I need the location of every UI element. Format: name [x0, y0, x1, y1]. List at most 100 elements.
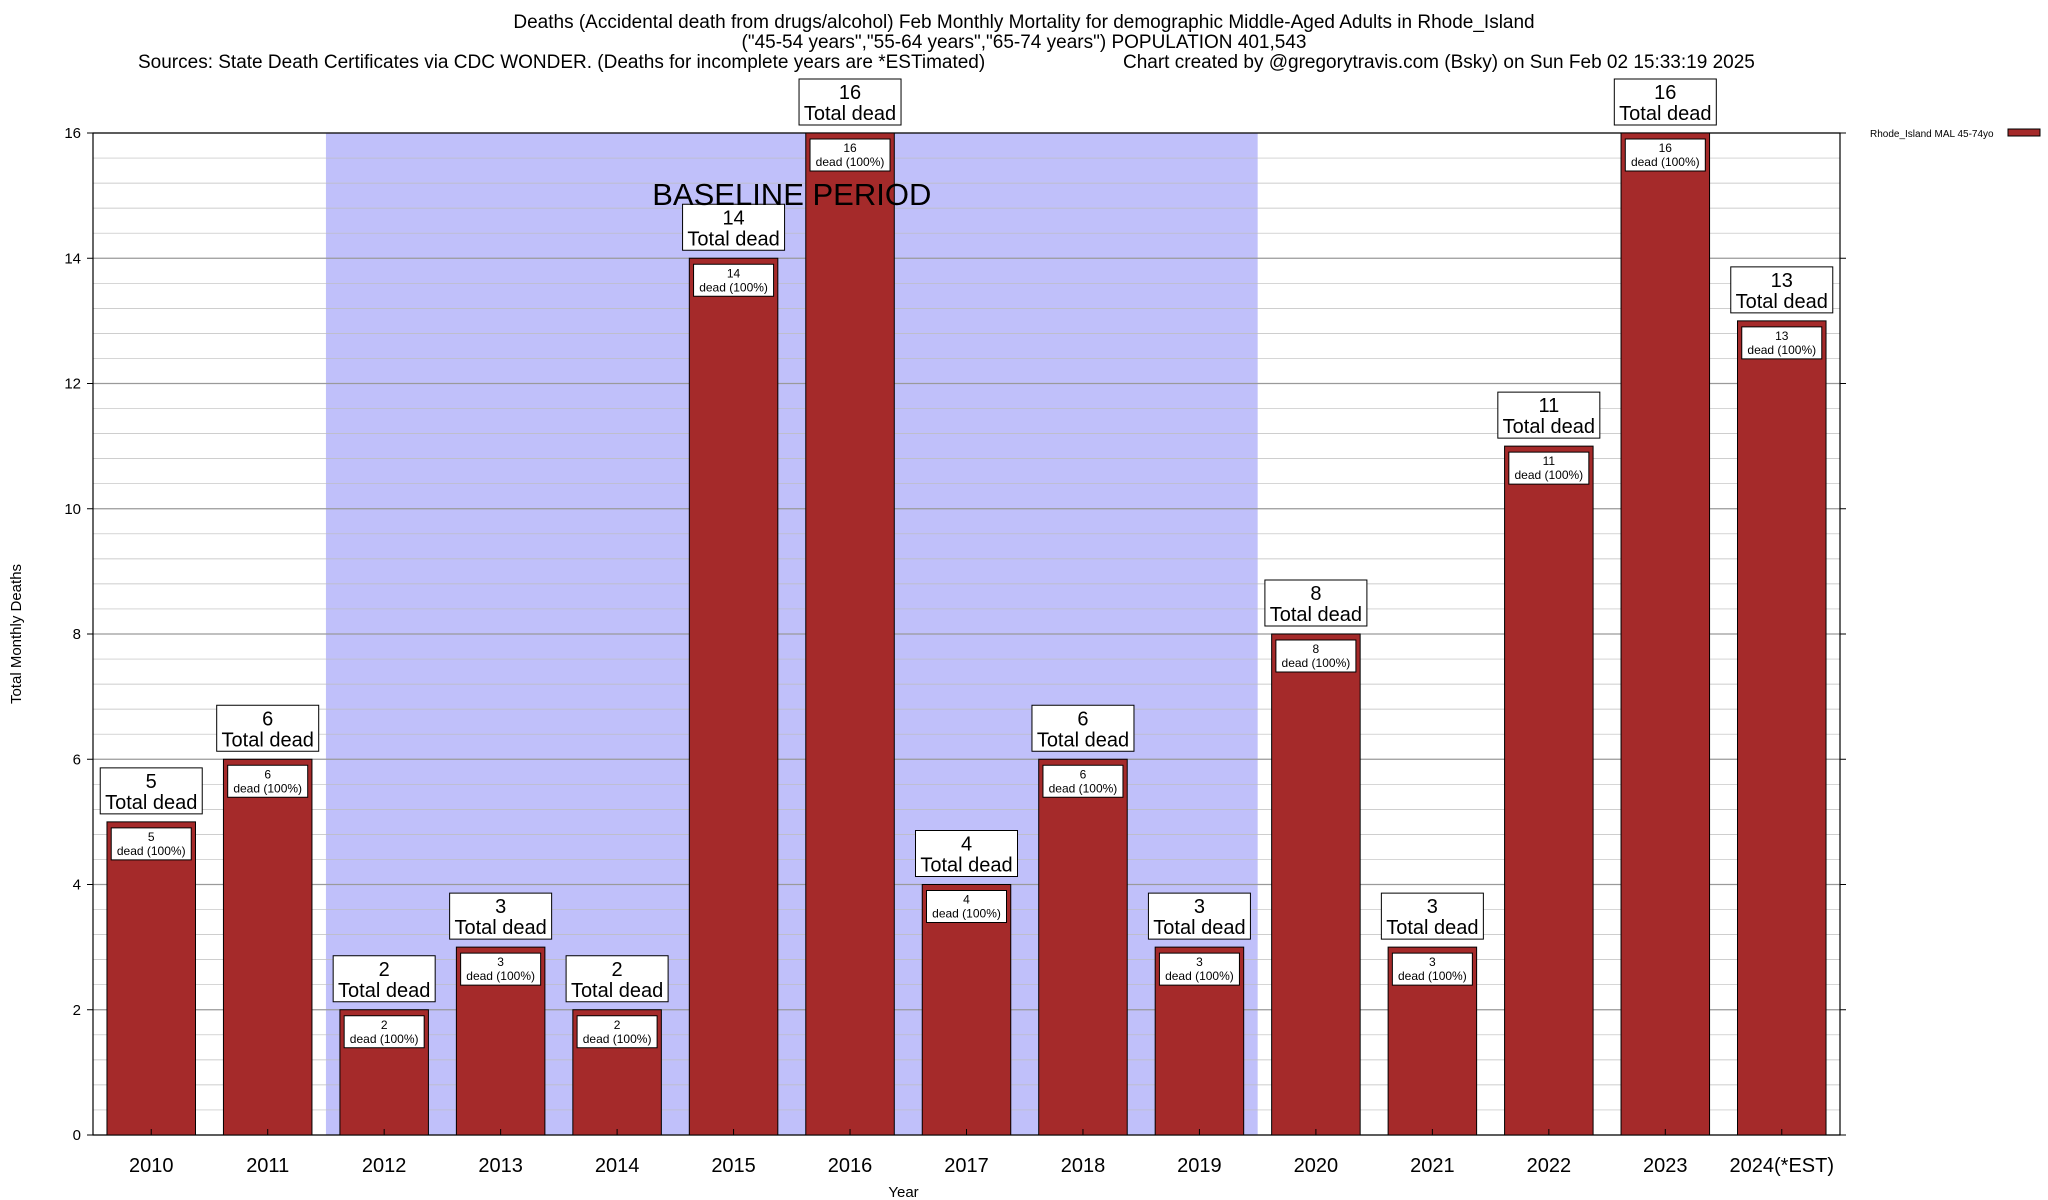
bar-inner-label-box [227, 764, 309, 798]
bar-inner-label: dead (100%) [1165, 969, 1234, 983]
bar-total-label: Total dead [105, 792, 197, 814]
bar-total-label-box [798, 78, 902, 126]
bar-inner-label: dead (100%) [117, 844, 186, 858]
bar-inner-label: dead (100%) [350, 1032, 419, 1046]
bar-total-label-box [216, 704, 320, 752]
y-tick-label: 2 [73, 1002, 81, 1019]
x-tick-label: 2015 [711, 1155, 756, 1177]
x-tick-label: 2013 [478, 1155, 523, 1177]
bar-total-label-box [565, 955, 669, 1003]
bar-total-value: 6 [262, 708, 273, 730]
bar-inner-label: dead (100%) [1049, 781, 1118, 795]
bar-total-value: 5 [146, 771, 157, 793]
bar-total-label: Total dead [222, 729, 314, 751]
bar-inner-label-box [343, 1015, 425, 1049]
bar [1620, 132, 1711, 1136]
y-tick-label: 14 [64, 250, 81, 267]
bar [222, 758, 313, 1136]
x-tick-label: 2024(*EST) [1730, 1155, 1835, 1177]
bar-total-label-box [1380, 892, 1484, 940]
bar-inner-label: dead (100%) [466, 969, 535, 983]
bar-inner-label-box [110, 827, 192, 861]
bar-inner-value: 2 [381, 1018, 388, 1032]
bar-total-label: Total dead [1037, 729, 1129, 751]
bar-total-label-box [449, 892, 553, 940]
bar-total-label: Total dead [1619, 103, 1711, 125]
bar-inner-label-box [693, 263, 775, 297]
bar-inner-label: dead (100%) [1398, 969, 1467, 983]
x-tick-label: 2012 [362, 1155, 407, 1177]
bar-inner-label-box [1624, 138, 1706, 172]
bar [1038, 758, 1128, 1136]
bar-total-label-box [99, 767, 203, 815]
y-tick-label: 16 [64, 125, 81, 142]
bar-inner-label-box [1275, 639, 1357, 673]
bar-inner-value: 11 [1543, 454, 1556, 468]
bar-inner-label-box [1158, 952, 1240, 986]
bar-inner-label: dead (100%) [1282, 656, 1351, 670]
chart-sources: Sources: State Death Certificates via CD… [138, 52, 986, 73]
bar [921, 884, 1012, 1136]
bar-inner-label: dead (100%) [932, 907, 1001, 921]
bar-total-label-box [1031, 704, 1135, 752]
bar-inner-label: dead (100%) [699, 280, 768, 294]
bar-total-label-box [915, 830, 1018, 877]
bar-total-label-box [1613, 78, 1717, 126]
bar-inner-label: dead (100%) [233, 781, 302, 795]
bar-total-value: 8 [1310, 583, 1321, 605]
y-tick-label: 6 [73, 751, 81, 768]
x-tick-label: 2017 [944, 1155, 989, 1177]
x-tick-label: 2016 [828, 1155, 873, 1177]
bar-total-label: Total dead [804, 103, 896, 125]
bar-inner-value: 6 [1080, 767, 1087, 781]
bar-inner-value: 4 [963, 893, 970, 907]
bar-inner-label: dead (100%) [583, 1032, 652, 1046]
bar-total-label-box [1497, 391, 1601, 439]
bar-inner-value: 3 [1196, 955, 1203, 969]
bar-total-value: 6 [1077, 708, 1088, 730]
bar-total-value: 14 [722, 207, 744, 229]
bar [106, 821, 196, 1136]
bar-total-label: Total dead [571, 980, 663, 1002]
bar-total-value: 2 [379, 959, 390, 981]
bar-inner-label-box [926, 890, 1007, 923]
bar-inner-label-box [1042, 764, 1124, 798]
chart-credit: Chart created by @gregorytravis.com (Bsk… [1123, 52, 1755, 73]
y-axis-label: Total Monthly Deaths [8, 564, 25, 704]
bar-total-label-box [1147, 892, 1251, 940]
bar-total-value: 11 [1538, 395, 1559, 417]
bar [1737, 320, 1827, 1136]
chart-title: Deaths (Accidental death from drugs/alco… [513, 12, 1535, 33]
bar-inner-label-box [1391, 952, 1473, 986]
bar-total-value: 2 [612, 959, 623, 981]
bar-inner-value: 16 [1659, 141, 1673, 155]
x-tick-label: 2014 [595, 1155, 640, 1177]
bar-inner-label: dead (100%) [1747, 343, 1816, 357]
x-tick-label: 2021 [1410, 1155, 1455, 1177]
x-tick-label: 2018 [1061, 1155, 1106, 1177]
legend-label: Rhode_Island MAL 45-74yo [1870, 129, 1994, 140]
bar-total-label-box [682, 203, 786, 251]
bar [688, 257, 779, 1136]
bar-inner-value: 14 [727, 266, 741, 280]
y-tick-label: 10 [64, 501, 81, 518]
bar-total-value: 16 [839, 82, 861, 104]
bar-inner-label: dead (100%) [816, 155, 885, 169]
bar-inner-value: 5 [148, 830, 155, 844]
bar-inner-value: 3 [1429, 955, 1436, 969]
y-tick-label: 8 [73, 626, 81, 643]
bar-inner-value: 3 [497, 955, 504, 969]
bar-total-label: Total dead [687, 228, 779, 250]
y-tick-label: 12 [64, 376, 81, 393]
bar-total-value: 16 [1654, 82, 1676, 104]
y-tick-label: 0 [73, 1127, 81, 1144]
chart-subtitle: ("45-54 years","55-64 years","65-74 year… [741, 32, 1307, 53]
bar-total-value: 3 [495, 896, 506, 918]
bar-total-label-box [1264, 579, 1368, 627]
bar-total-label: Total dead [454, 917, 546, 939]
bar-inner-value: 2 [614, 1018, 621, 1032]
bar-total-label-box [1730, 266, 1834, 314]
x-tick-label: 2022 [1527, 1155, 1572, 1177]
y-tick-label: 4 [73, 877, 81, 894]
